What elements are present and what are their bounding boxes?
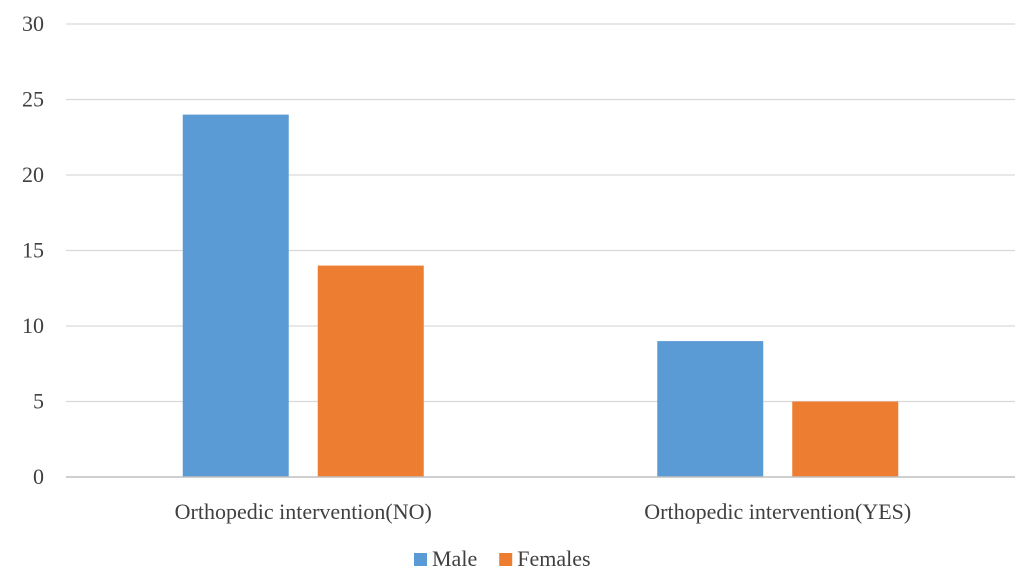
bars [182, 114, 899, 477]
y-tick-label: 30 [22, 11, 44, 36]
x-axis-category-labels: Orthopedic intervention(NO) Orthopedic in… [175, 499, 912, 524]
legend-swatch-females [499, 553, 513, 566]
bar-male-2 [657, 341, 764, 477]
y-tick-label: 15 [22, 238, 44, 263]
y-axis-ticks: 0 5 10 15 20 25 30 [22, 11, 44, 489]
x-category-label: Orthopedic intervention(NO) [175, 499, 432, 524]
bar-females-1 [317, 265, 424, 477]
legend-label-male: Male [432, 546, 477, 571]
x-category-label: Orthopedic intervention(YES) [644, 499, 911, 524]
bar-male-1 [182, 114, 289, 477]
legend-swatch-male [414, 553, 427, 566]
y-tick-label: 25 [22, 87, 44, 112]
y-tick-label: 0 [33, 464, 44, 489]
legend-label-females: Females [517, 546, 590, 571]
bar-females-2 [792, 401, 899, 477]
y-tick-label: 5 [33, 389, 44, 414]
legend: Male Females [414, 546, 591, 571]
y-tick-label: 10 [22, 313, 44, 338]
y-tick-label: 20 [22, 162, 44, 187]
